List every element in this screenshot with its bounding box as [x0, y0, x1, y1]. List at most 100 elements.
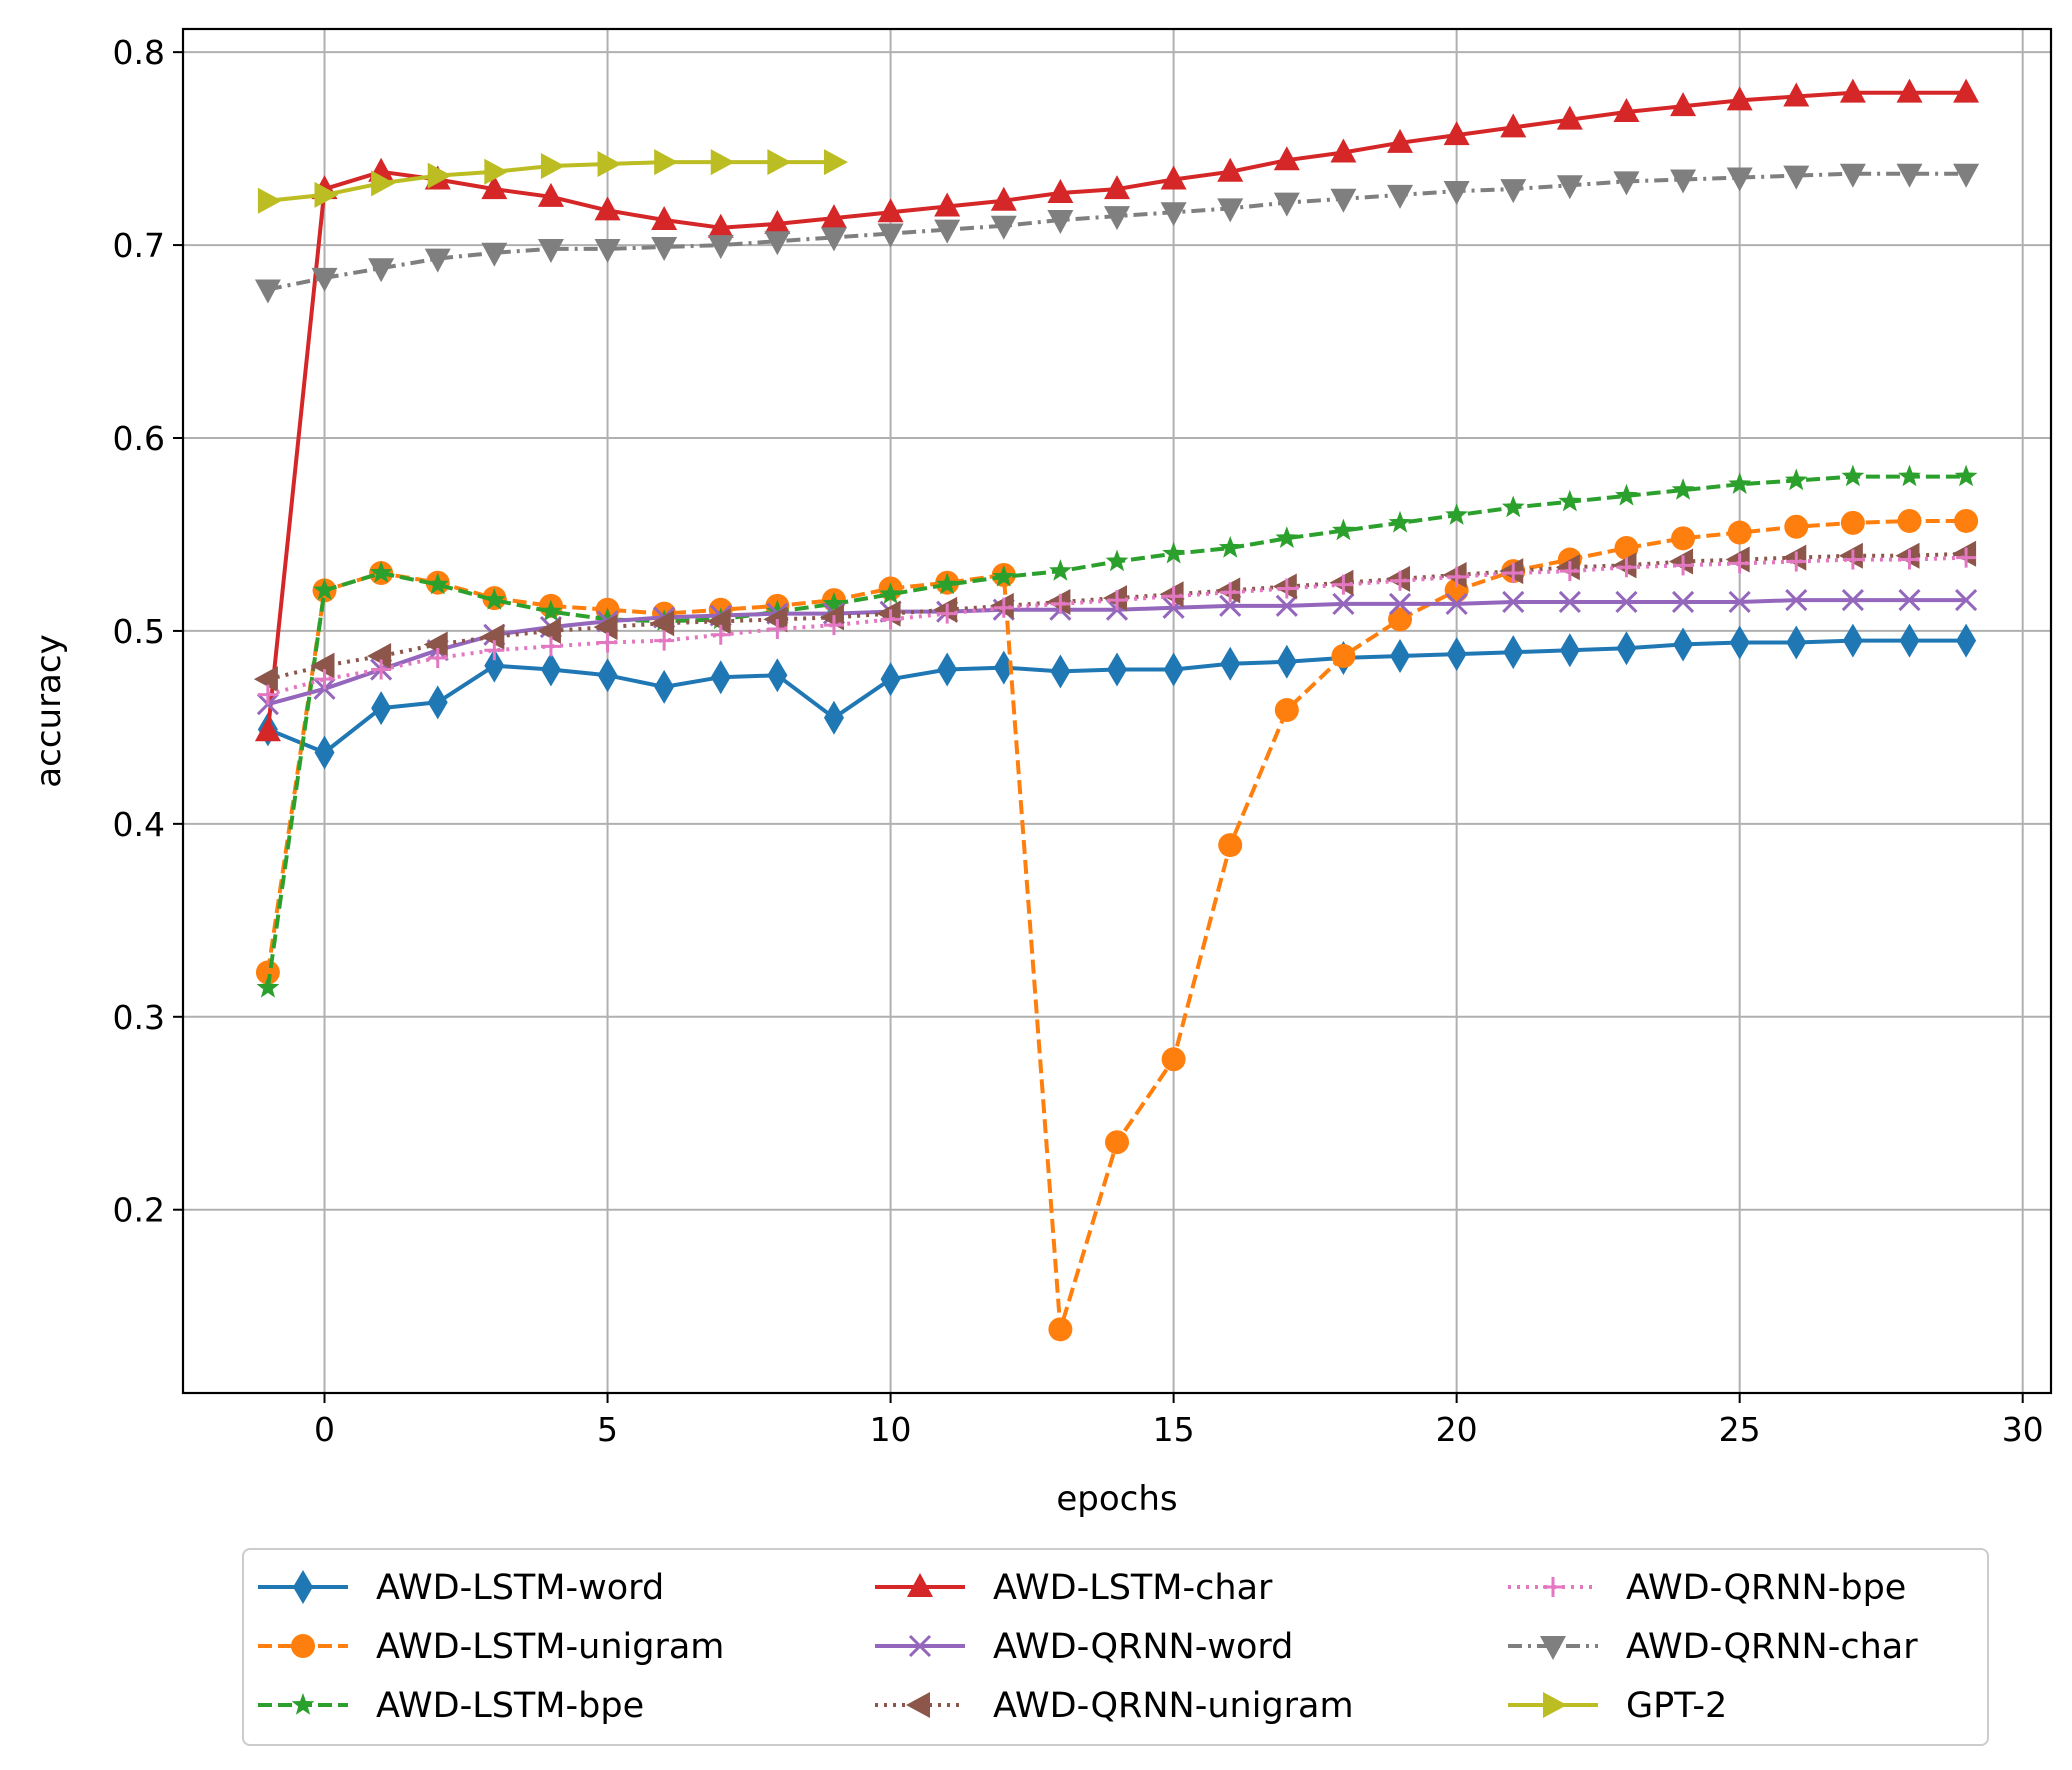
data-point — [766, 599, 789, 622]
data-point — [1107, 590, 1127, 611]
data-point — [1784, 468, 1808, 491]
data-point — [1543, 1577, 1563, 1597]
data-point — [596, 607, 619, 630]
data-point — [1559, 633, 1580, 668]
data-point — [481, 175, 508, 200]
data-point — [1218, 833, 1243, 858]
y-tick-label: 0.5 — [113, 612, 165, 651]
data-point — [1614, 535, 1639, 560]
data-point — [1558, 489, 1582, 512]
data-point — [482, 588, 506, 610]
data-point — [539, 599, 563, 622]
data-point — [654, 669, 675, 704]
data-point — [1670, 92, 1697, 117]
data-point — [1499, 558, 1524, 585]
data-point — [371, 659, 392, 680]
data-point — [1273, 146, 1300, 171]
data-point — [1388, 607, 1413, 632]
data-point — [597, 632, 618, 653]
data-point — [1333, 574, 1354, 595]
data-point — [1726, 167, 1753, 192]
data-point — [1386, 565, 1411, 592]
legend-label: AWD-QRNN-char — [1626, 1627, 1918, 1667]
data-point — [1953, 78, 1980, 103]
data-point — [1275, 594, 1298, 617]
data-point — [369, 561, 393, 583]
legend-label: GPT-2 — [1626, 1686, 1727, 1726]
legend-label: AWD-LSTM-word — [376, 1568, 664, 1608]
legend-label: AWD-LSTM-bpe — [376, 1686, 644, 1726]
data-point — [1388, 510, 1412, 533]
data-point — [651, 237, 678, 262]
data-point — [1160, 202, 1187, 227]
data-point — [934, 219, 961, 244]
y-tick-label: 0.7 — [113, 226, 165, 265]
data-point — [1784, 514, 1809, 539]
data-point — [597, 151, 622, 178]
legend-item: AWD-LSTM-unigram — [258, 1627, 724, 1667]
data-point — [537, 182, 564, 207]
data-point — [879, 582, 902, 604]
data-point — [937, 652, 958, 687]
data-point — [1728, 472, 1752, 494]
data-point — [710, 624, 731, 645]
data-point — [1446, 637, 1467, 672]
data-point — [1543, 1692, 1567, 1718]
data-point — [371, 170, 396, 197]
data-point — [427, 162, 452, 189]
data-point — [1613, 97, 1640, 122]
data-point — [1445, 503, 1468, 525]
data-point — [427, 647, 448, 668]
data-point — [1671, 478, 1695, 500]
data-point — [1276, 644, 1297, 679]
data-point — [1613, 171, 1640, 196]
data-point — [1330, 138, 1357, 163]
data-point — [1276, 578, 1297, 599]
data-point — [481, 242, 508, 267]
data-point — [1329, 569, 1354, 596]
data-point — [1729, 625, 1750, 660]
data-point — [1220, 646, 1241, 681]
data-point — [1556, 105, 1583, 130]
y-axis-label: accuracy — [29, 634, 69, 787]
legend: AWD-LSTM-word AWD-LSTM-unigram AWD-LSTM-bp… — [242, 1548, 1989, 1746]
data-point — [1897, 508, 1922, 533]
y-tick-label: 0.2 — [113, 1191, 165, 1230]
data-point — [1104, 175, 1130, 200]
data-point — [654, 630, 675, 651]
data-point — [707, 213, 734, 238]
x-axis: 0 5 10 15 20 25 30 — [314, 1393, 2044, 1449]
data-point — [368, 258, 395, 283]
data-point — [1841, 589, 1864, 612]
data-point — [993, 597, 1014, 618]
x-axis-label: epochs — [1056, 1479, 1177, 1519]
data-point — [1782, 544, 1807, 571]
data-point — [1218, 536, 1242, 558]
data-point — [993, 650, 1014, 685]
data-point — [935, 572, 959, 595]
data-point — [1160, 165, 1187, 190]
data-point — [536, 617, 561, 644]
y-axis: 0.2 0.3 0.4 0.5 0.6 0.7 0.8 — [113, 33, 183, 1230]
data-point — [1896, 163, 1923, 188]
data-point — [1050, 654, 1071, 689]
data-point — [1272, 573, 1297, 600]
data-point — [1332, 592, 1355, 615]
data-point — [1162, 541, 1185, 564]
data-point — [990, 186, 1017, 211]
data-point — [1783, 82, 1810, 107]
legend-item: AWD-QRNN-bpe — [1508, 1568, 1906, 1608]
data-point — [937, 603, 958, 624]
data-point — [1556, 175, 1583, 200]
data-point — [650, 610, 675, 637]
data-point — [1669, 548, 1694, 575]
data-point — [1726, 86, 1753, 111]
data-point — [1671, 590, 1695, 614]
data-point — [540, 152, 565, 179]
data-point — [1443, 121, 1470, 146]
data-point — [480, 623, 505, 650]
data-point — [1443, 181, 1470, 206]
data-point — [1785, 589, 1808, 612]
data-point — [654, 149, 679, 176]
